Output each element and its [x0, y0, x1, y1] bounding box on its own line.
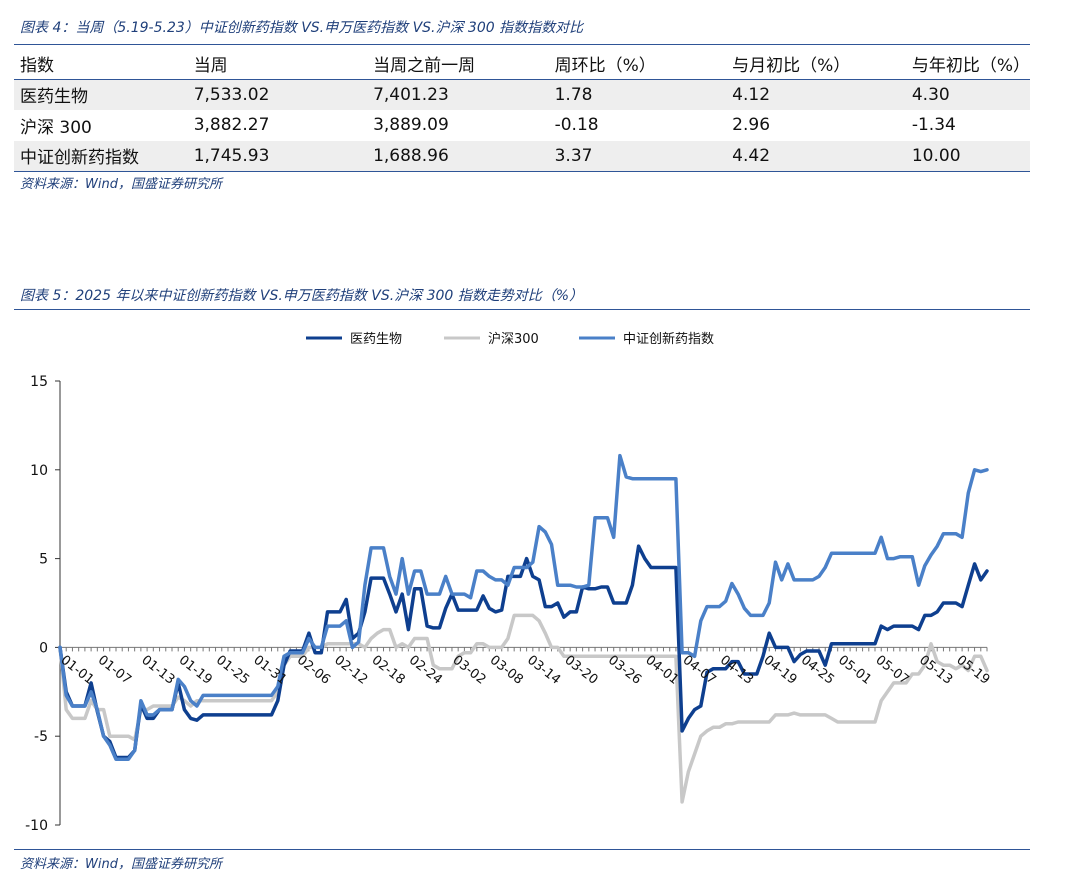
- y-tick-label: 0: [39, 640, 48, 656]
- table-cell: 3.37: [548, 140, 727, 172]
- table-header-cell: 指数: [20, 55, 54, 76]
- table-row: 中证创新药指数 1,745.93 1,688.96 3.37 4.42 10.0…: [14, 140, 1030, 172]
- x-tick-label: 02-12: [331, 653, 370, 688]
- table-cell: 3,889.09: [373, 115, 449, 136]
- table-cell: 中证创新药指数: [14, 140, 188, 172]
- table-header-cell: 当周之前一周: [373, 55, 476, 76]
- table-header-cell: 当周: [193, 55, 228, 76]
- table-cell: 4.42: [726, 140, 906, 172]
- table-row: 沪深 300 3,882.27 3,889.09 -0.18 2.96 -1.3…: [14, 110, 1030, 141]
- x-tick-label: 02-18: [369, 653, 408, 688]
- x-tick-label: 01-13: [138, 653, 177, 688]
- table-header-cell: 与年初比（%）: [911, 55, 1030, 76]
- series-line: [58, 544, 989, 760]
- table-top-rule: [14, 44, 1030, 45]
- y-tick-label: 10: [30, 463, 48, 479]
- y-tick-label: 15: [30, 374, 48, 390]
- table-cell: 沪深 300: [20, 117, 92, 138]
- table-cell: 10.00: [905, 140, 1030, 172]
- legend-label: 沪深300: [488, 331, 539, 347]
- table-cell: -0.18: [554, 115, 599, 136]
- table-cell: 4.12: [726, 79, 906, 110]
- x-tick-label: 03-08: [487, 653, 526, 688]
- index-comparison-table: 指数 当周 当周之前一周 周环比（%） 与月初比（%） 与年初比（%） 医药生物…: [14, 48, 1030, 172]
- table-cell: 1.78: [548, 79, 727, 110]
- table-source: 资料来源：Wind，国盛证券研究所: [20, 177, 222, 192]
- table-cell: 4.30: [905, 79, 1030, 110]
- x-tick-label: 01-07: [95, 653, 134, 688]
- table-cell: -1.34: [911, 115, 956, 136]
- table-header-cell: 与月初比（%）: [732, 55, 851, 76]
- y-tick-label: 5: [39, 552, 48, 568]
- table-cell: 2.96: [732, 115, 771, 136]
- x-tick-label: 05-01: [835, 653, 874, 688]
- chart-caption: 图表 5：2025 年以来中证创新药指数 VS.申万医药指数 VS.沪深 300…: [20, 288, 584, 304]
- chart-top-rule: [14, 309, 1030, 310]
- table-header-cell: 周环比（%）: [554, 55, 656, 76]
- x-tick-label: 04-07: [680, 653, 719, 688]
- x-tick-label: 04-25: [798, 653, 837, 688]
- table-cell: 7,401.23: [367, 79, 549, 110]
- chart-source: 资料来源：Wind，国盛证券研究所: [20, 857, 222, 872]
- x-tick-label: 03-14: [524, 653, 563, 688]
- table-row: 医药生物 7,533.02 7,401.23 1.78 4.12 4.30: [14, 79, 1030, 110]
- table-cell: 1,745.93: [187, 140, 368, 172]
- y-tick-label: -5: [34, 729, 48, 745]
- x-tick-label: 03-02: [449, 653, 488, 688]
- x-tick-label: 02-06: [294, 653, 333, 688]
- x-tick-label: 01-25: [213, 653, 252, 688]
- series-line: [58, 613, 989, 804]
- table-cell: 7,533.02: [187, 79, 368, 110]
- y-tick-label: -10: [25, 818, 48, 834]
- table-header-row: 指数 当周 当周之前一周 周环比（%） 与月初比（%） 与年初比（%）: [14, 48, 1030, 79]
- series-line: [58, 453, 989, 762]
- table-cell: 1,688.96: [367, 140, 549, 172]
- chart-bottom-rule: [14, 849, 1030, 850]
- table-caption: 图表 4：当周（5.19-5.23）中证创新药指数 VS.申万医药指数 VS.沪…: [20, 20, 584, 36]
- legend-label: 中证创新药指数: [623, 331, 714, 347]
- legend-label: 医药生物: [350, 332, 402, 347]
- table-cell: 医药生物: [14, 79, 188, 110]
- table-cell: 3,882.27: [193, 115, 270, 136]
- x-tick-label: 02-24: [406, 653, 445, 688]
